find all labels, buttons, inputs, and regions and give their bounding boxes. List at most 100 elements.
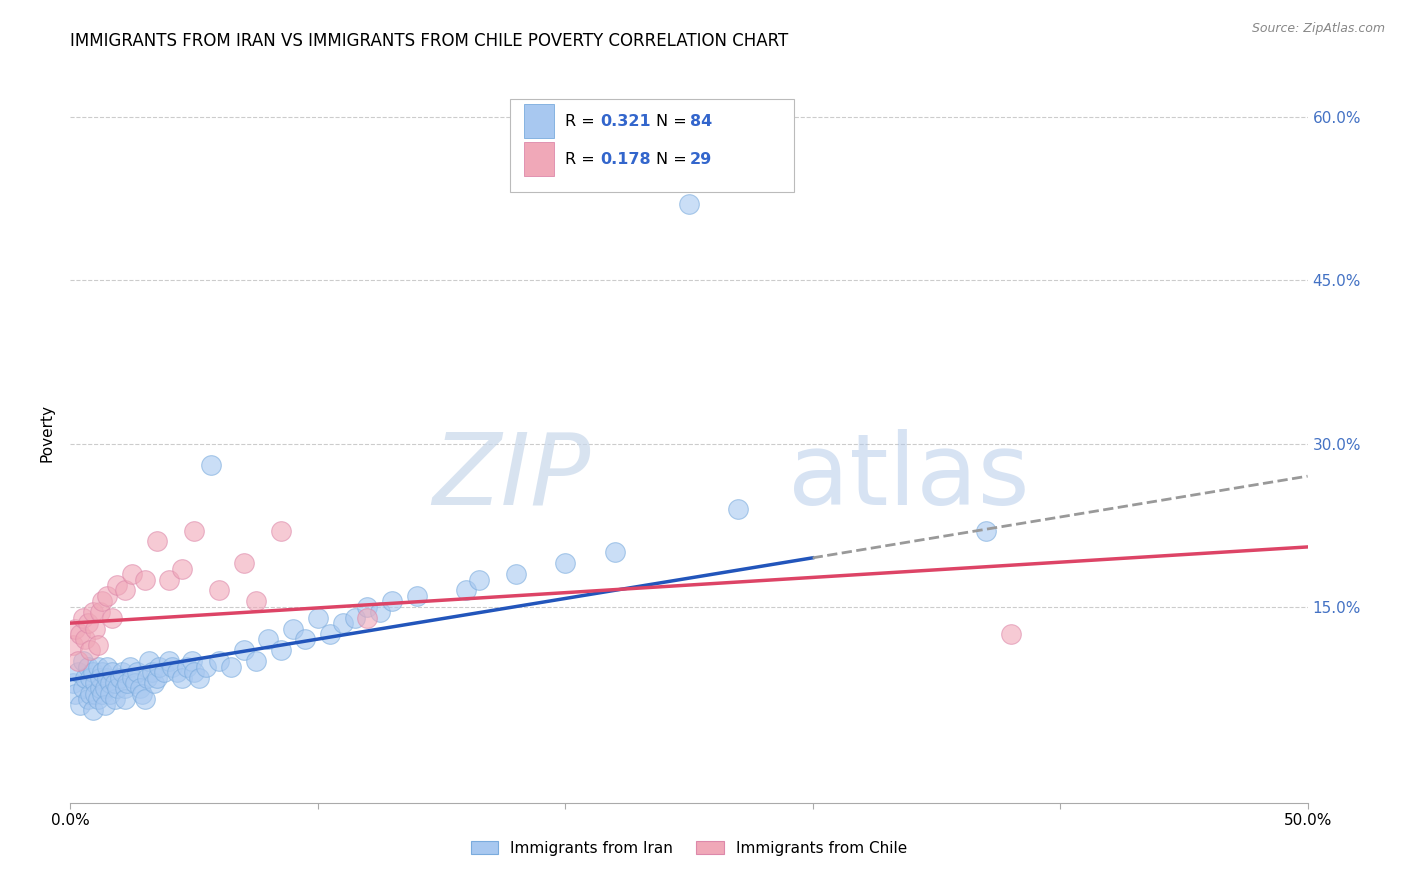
Point [82, 665, 104, 680]
Point [554, 556, 576, 570]
Point [200, 458, 222, 473]
Point [121, 567, 143, 582]
Point [170, 562, 193, 576]
Point [232, 643, 254, 657]
Point [134, 573, 156, 587]
Point [114, 583, 136, 598]
Point [208, 654, 231, 668]
Point [1000, 627, 1022, 641]
Point [115, 676, 138, 690]
Point [91, 687, 114, 701]
Point [114, 692, 136, 706]
Point [96, 589, 118, 603]
Point [101, 611, 124, 625]
Point [108, 671, 131, 685]
Text: R =: R = [565, 113, 600, 128]
Point [96, 659, 118, 673]
Point [111, 665, 134, 680]
Point [91, 594, 114, 608]
Text: R =: R = [565, 152, 600, 167]
Point [76, 659, 98, 673]
Point [66, 654, 89, 668]
Point [456, 583, 478, 598]
FancyBboxPatch shape [524, 104, 554, 138]
Point [84, 622, 107, 636]
Point [219, 659, 242, 673]
Point [157, 573, 180, 587]
Point [118, 659, 141, 673]
Point [79, 643, 101, 657]
Point [128, 681, 150, 696]
Text: ZIP: ZIP [432, 428, 591, 525]
Text: N =: N = [655, 113, 692, 128]
Point [86, 638, 108, 652]
Point [62, 638, 84, 652]
Point [131, 687, 153, 701]
Point [148, 659, 170, 673]
Text: Source: ZipAtlas.com: Source: ZipAtlas.com [1251, 22, 1385, 36]
Point [84, 687, 107, 701]
Point [98, 687, 121, 701]
Point [91, 665, 114, 680]
Point [146, 534, 169, 549]
Point [82, 703, 104, 717]
Point [157, 654, 180, 668]
Point [72, 654, 94, 668]
Point [153, 665, 176, 680]
Point [105, 681, 128, 696]
Point [66, 665, 89, 680]
Point [319, 627, 342, 641]
Point [69, 627, 91, 641]
Point [245, 654, 267, 668]
Point [188, 671, 211, 685]
Text: N =: N = [655, 152, 692, 167]
Point [79, 671, 101, 685]
Point [69, 698, 91, 712]
Point [332, 616, 354, 631]
Point [143, 676, 166, 690]
Point [76, 616, 98, 631]
Point [343, 611, 366, 625]
Point [75, 671, 97, 685]
Point [180, 654, 202, 668]
Point [101, 665, 124, 680]
Point [114, 681, 136, 696]
Point [98, 676, 121, 690]
Point [141, 665, 163, 680]
Text: atlas: atlas [787, 428, 1029, 525]
Point [94, 698, 117, 712]
Legend: Immigrants from Iran, Immigrants from Chile: Immigrants from Iran, Immigrants from Ch… [464, 835, 914, 862]
Point [105, 578, 128, 592]
Point [136, 671, 159, 685]
Point [79, 687, 101, 701]
Text: 84: 84 [690, 113, 713, 128]
Point [160, 659, 183, 673]
FancyBboxPatch shape [509, 99, 794, 192]
Point [281, 622, 304, 636]
Point [96, 671, 118, 685]
Point [208, 583, 231, 598]
Point [94, 681, 117, 696]
Point [678, 197, 700, 211]
Point [134, 692, 156, 706]
Point [307, 611, 329, 625]
Y-axis label: Poverty: Poverty [39, 403, 55, 462]
Point [72, 681, 94, 696]
Text: 29: 29 [690, 152, 713, 167]
Point [257, 632, 280, 647]
Point [405, 589, 427, 603]
Point [183, 665, 205, 680]
Point [127, 665, 149, 680]
Point [89, 681, 111, 696]
Point [86, 692, 108, 706]
Point [89, 671, 111, 685]
Point [603, 545, 626, 559]
FancyBboxPatch shape [524, 143, 554, 177]
Point [176, 659, 198, 673]
Point [89, 605, 111, 619]
Point [356, 611, 378, 625]
Point [104, 676, 127, 690]
Text: IMMIGRANTS FROM IRAN VS IMMIGRANTS FROM CHILE POVERTY CORRELATION CHART: IMMIGRANTS FROM IRAN VS IMMIGRANTS FROM … [70, 32, 789, 50]
Point [381, 594, 404, 608]
Point [62, 676, 84, 690]
